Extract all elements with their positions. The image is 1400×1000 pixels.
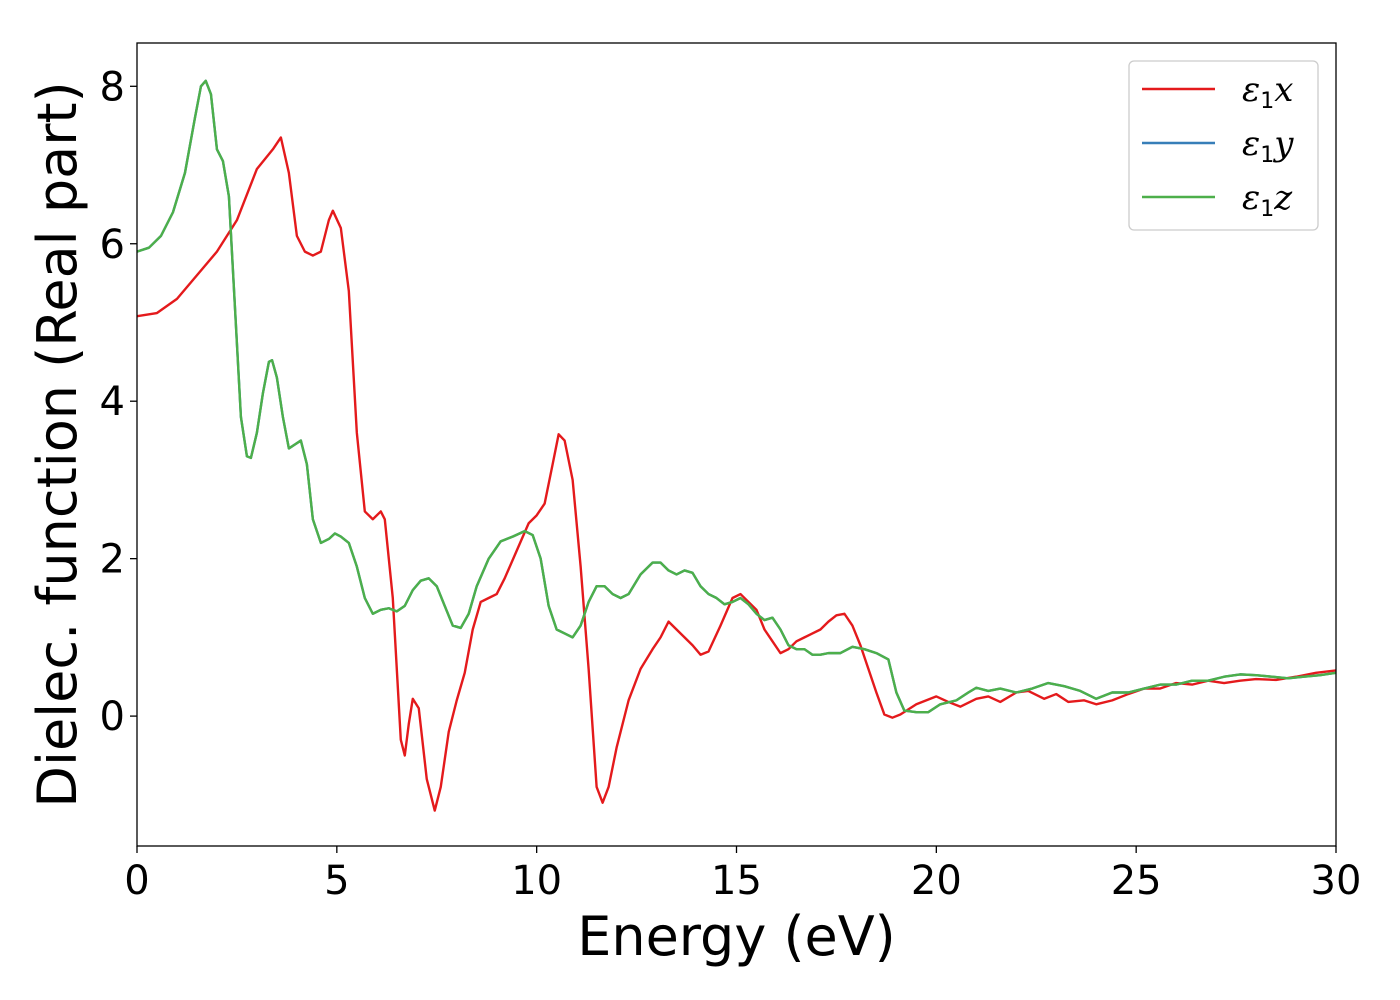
legend-label-z: ε1z [1242,178,1293,222]
x-tick-label: 30 [1311,858,1362,904]
y-axis-ticks: 0 2 4 6 8 [100,64,137,740]
legend-label-y: ε1y [1242,124,1294,168]
x-tick-label: 5 [324,858,349,904]
x-tick-label: 25 [1111,858,1162,904]
series-line-z [137,79,1336,714]
x-tick-label: 15 [711,858,762,904]
legend: ε1x ε1y ε1z [1128,60,1319,231]
y-axis-label: Dielec. function (Real part) [26,81,89,807]
x-tick-label: 0 [124,858,149,904]
x-axis-ticks: 0 5 10 15 20 25 30 [124,846,1361,904]
series-layer [137,79,1336,812]
y-tick-label: 0 [100,694,125,740]
legend-box [1128,60,1319,231]
series-line-x [137,136,1336,812]
y-tick-label: 6 [100,222,125,268]
x-axis-label: Energy (eV) [577,905,896,968]
y-tick-label: 8 [100,64,125,110]
x-tick-label: 10 [511,858,562,904]
legend-label-x: ε1x [1242,70,1293,114]
y-tick-label: 2 [100,537,125,583]
y-tick-label: 4 [100,379,125,425]
x-tick-label: 20 [911,858,962,904]
